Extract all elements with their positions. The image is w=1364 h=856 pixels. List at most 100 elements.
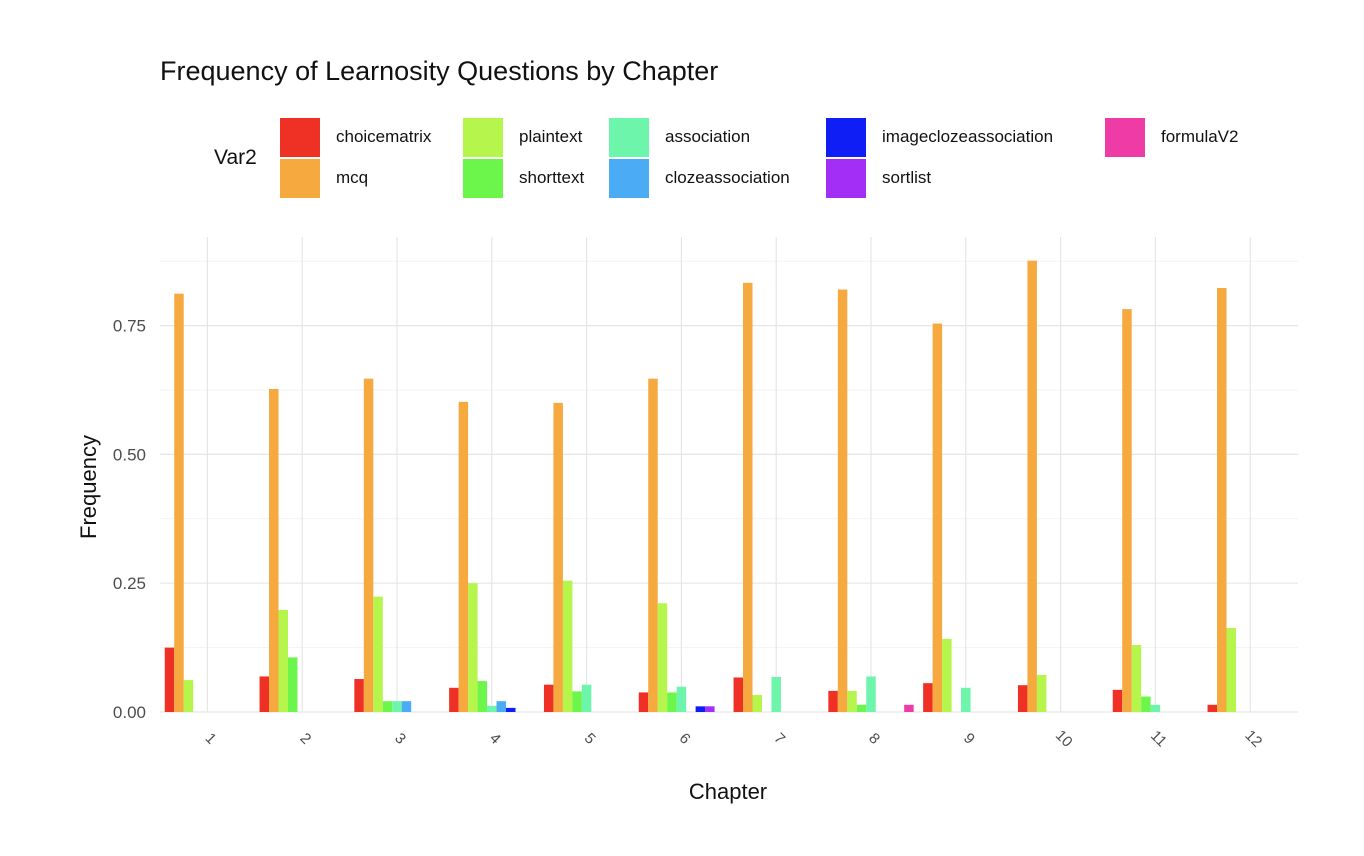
legend: choicematrix mcq plaintext shorttext associa… xyxy=(280,117,1340,201)
bar-choicematrix-chapter-12 xyxy=(1207,704,1218,712)
bar-choicematrix-chapter-6 xyxy=(638,692,649,712)
x-tick-label: 1 xyxy=(202,730,220,748)
x-tick-label: 7 xyxy=(770,730,788,748)
bar-mcq-chapter-12 xyxy=(1217,287,1227,712)
legend-item-formulaV2: formulaV2 xyxy=(1105,117,1238,157)
bar-clozeassociation-chapter-4 xyxy=(496,701,507,712)
y-tick-label: 0.50 xyxy=(113,445,146,464)
bar-mcq-chapter-8 xyxy=(837,289,848,712)
legend-item-shorttext: shorttext xyxy=(463,158,584,198)
legend-swatch xyxy=(1105,117,1145,157)
bar-plaintext-chapter-4 xyxy=(468,583,478,712)
bar-association-chapter-4 xyxy=(487,705,497,712)
bar-association-chapter-9 xyxy=(961,687,971,712)
legend-label: association xyxy=(665,127,751,146)
x-axis-title: Chapter xyxy=(689,779,767,804)
bar-shorttext-chapter-5 xyxy=(572,691,582,712)
bar-shorttext-chapter-2 xyxy=(287,657,298,712)
x-tick-label: 11 xyxy=(1147,727,1170,750)
y-axis-title: Frequency xyxy=(76,435,101,539)
x-tick-label: 3 xyxy=(391,730,409,748)
legend-item-plaintext: plaintext xyxy=(463,117,582,157)
bar-formulaV2-chapter-8 xyxy=(904,704,914,712)
bar-mcq-chapter-2 xyxy=(269,388,279,712)
bar-association-chapter-7 xyxy=(771,676,781,712)
chart-title: Frequency of Learnosity Questions by Cha… xyxy=(160,56,719,86)
legend-label: formulaV2 xyxy=(1161,127,1239,146)
bar-association-chapter-5 xyxy=(581,684,592,712)
legend-swatch xyxy=(280,117,320,157)
x-tick-label: 4 xyxy=(486,730,504,748)
bar-mcq-chapter-7 xyxy=(743,282,753,712)
bar-imageclozeassociation-chapter-6 xyxy=(695,706,706,712)
bar-shorttext-chapter-8 xyxy=(856,704,867,712)
bar-shorttext-chapter-3 xyxy=(382,701,393,712)
bar-mcq-chapter-5 xyxy=(553,402,563,712)
legend-swatch xyxy=(826,158,866,198)
bar-plaintext-chapter-5 xyxy=(562,580,573,712)
x-tick-label: 8 xyxy=(865,730,883,748)
y-tick-label: 0.75 xyxy=(113,317,146,336)
bar-choicematrix-chapter-10 xyxy=(1017,685,1028,712)
bar-shorttext-chapter-4 xyxy=(477,681,488,712)
x-tick-label: 5 xyxy=(581,730,599,748)
legend-label: sortlist xyxy=(882,168,932,187)
bar-choicematrix-chapter-1 xyxy=(164,647,175,712)
bar-plaintext-chapter-2 xyxy=(278,609,288,712)
x-tick-label: 10 xyxy=(1052,727,1076,751)
bar-plaintext-chapter-3 xyxy=(373,596,383,712)
legend-label: choicematrix xyxy=(336,127,432,146)
bar-clozeassociation-chapter-3 xyxy=(401,701,412,712)
bar-mcq-chapter-3 xyxy=(363,378,374,712)
x-tick-label: 9 xyxy=(960,730,978,748)
bar-choicematrix-chapter-8 xyxy=(828,690,838,712)
legend-item-association: association xyxy=(609,117,750,157)
bar-choicematrix-chapter-11 xyxy=(1112,689,1123,712)
bar-choicematrix-chapter-7 xyxy=(733,677,744,712)
legend-item-clozeassociation: clozeassociation xyxy=(609,158,790,198)
bar-association-chapter-11 xyxy=(1150,704,1161,712)
bar-plaintext-chapter-12 xyxy=(1226,628,1236,712)
bar-plaintext-chapter-9 xyxy=(942,638,952,712)
bar-choicematrix-chapter-4 xyxy=(449,687,459,712)
legend-label: mcq xyxy=(336,168,369,187)
legend-swatch xyxy=(463,117,503,157)
legend-item-imageclozeassociation: imageclozeassociation xyxy=(826,117,1053,157)
legend-label: shorttext xyxy=(519,168,585,187)
bar-plaintext-chapter-8 xyxy=(847,690,857,712)
bar-association-chapter-3 xyxy=(392,701,402,712)
legend-swatch xyxy=(826,117,866,157)
bar-imageclozeassociation-chapter-4 xyxy=(506,707,516,712)
bar-mcq-chapter-9 xyxy=(932,323,943,712)
legend-item-sortlist: sortlist xyxy=(826,158,931,198)
legend-item-mcq: mcq xyxy=(280,158,368,198)
bar-plaintext-chapter-1 xyxy=(183,680,194,712)
legend-label: clozeassociation xyxy=(665,168,790,187)
bar-choicematrix-chapter-5 xyxy=(543,684,554,712)
bar-choicematrix-chapter-2 xyxy=(259,676,270,712)
bar-plaintext-chapter-11 xyxy=(1131,645,1142,712)
x-tick-label: 2 xyxy=(296,730,314,748)
bar-shorttext-chapter-6 xyxy=(667,692,677,712)
bar-mcq-chapter-1 xyxy=(174,293,184,712)
bar-mcq-chapter-10 xyxy=(1027,260,1037,712)
bar-plaintext-chapter-7 xyxy=(752,695,762,712)
bar-mcq-chapter-6 xyxy=(648,378,658,712)
bar-choicematrix-chapter-9 xyxy=(923,683,933,712)
bar-plaintext-chapter-6 xyxy=(657,603,668,712)
bar-association-chapter-8 xyxy=(866,676,876,712)
y-tick-label: 0.25 xyxy=(113,574,146,593)
legend-swatch xyxy=(280,158,320,198)
legend-swatch xyxy=(609,158,649,198)
bar-plaintext-chapter-10 xyxy=(1036,674,1047,712)
legend-label: plaintext xyxy=(519,127,583,146)
x-tick-label: 12 xyxy=(1241,727,1265,751)
legend-swatch xyxy=(463,158,503,198)
bar-mcq-chapter-4 xyxy=(458,401,469,712)
bar-sortlist-chapter-6 xyxy=(705,706,715,712)
bar-association-chapter-6 xyxy=(676,686,687,712)
legend-title: Var2 xyxy=(214,146,257,169)
legend-swatch xyxy=(609,117,649,157)
y-tick-label: 0.00 xyxy=(113,703,146,722)
